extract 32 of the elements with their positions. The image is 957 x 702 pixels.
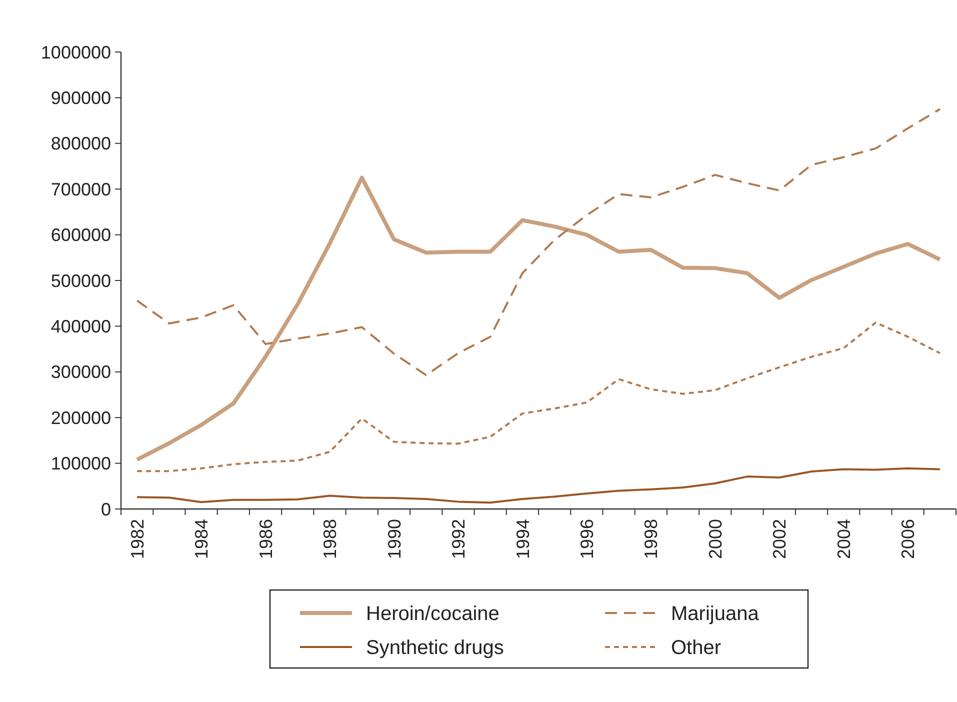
y-tick-label: 500000 — [50, 270, 111, 291]
x-tick-label: 1988 — [320, 519, 340, 560]
x-tick-label: 2002 — [770, 519, 790, 560]
y-tick-label: 600000 — [50, 225, 111, 246]
y-tick-label: 400000 — [50, 316, 111, 336]
y-tick-label: 200000 — [50, 408, 111, 428]
legend-label: Other — [671, 637, 722, 659]
y-tick-label: 100000 — [50, 454, 111, 474]
y-tick-label: 700000 — [50, 179, 111, 200]
y-tick-label: 900000 — [50, 88, 111, 108]
y-tick-label: 800000 — [50, 134, 111, 154]
x-tick-label: 1998 — [641, 519, 662, 560]
x-tick-label: 1992 — [448, 519, 469, 560]
x-tick-label: 1994 — [512, 519, 533, 560]
x-tick-label: 1996 — [576, 519, 597, 560]
line-series — [136, 467, 941, 504]
line-series — [136, 322, 941, 472]
legend-label: Heroin/cocaine — [366, 603, 500, 625]
x-tick-label: 2006 — [898, 519, 918, 560]
legend-label: Marijuana — [671, 603, 760, 625]
x-tick-label: 1982 — [127, 519, 148, 560]
x-tick-label: 1990 — [384, 519, 404, 560]
line-series — [135, 176, 942, 462]
x-tick-label: 2004 — [834, 519, 854, 560]
legend-label: Synthetic drugs — [366, 637, 504, 659]
line-series — [136, 108, 941, 376]
x-tick-label: 2000 — [705, 519, 726, 560]
y-tick-label: 300000 — [50, 362, 111, 382]
x-tick-label: 1984 — [192, 519, 212, 560]
y-tick-label: 0 — [100, 499, 111, 520]
y-tick-label: 1000000 — [40, 42, 111, 62]
x-tick-label: 1986 — [256, 519, 276, 560]
